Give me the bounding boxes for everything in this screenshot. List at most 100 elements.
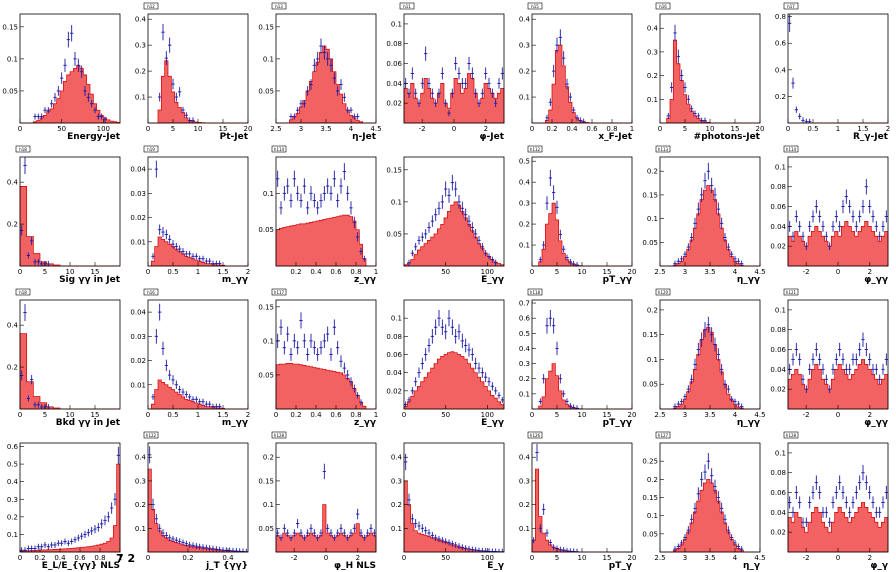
data-point xyxy=(430,328,434,344)
data-point xyxy=(578,117,582,123)
y-tick-label: 0.1 xyxy=(647,512,658,520)
data-point xyxy=(740,546,744,552)
y-tick-label: 0.04 xyxy=(130,166,146,174)
data-point xyxy=(801,231,805,241)
x-tick-label: 0 xyxy=(530,125,534,133)
data-point xyxy=(818,485,822,500)
x-tick-label: 2 xyxy=(868,554,872,562)
data-point xyxy=(804,118,808,123)
data-point xyxy=(53,541,57,548)
hist-fill xyxy=(660,39,760,124)
y-tick-label: 0.04 xyxy=(770,223,786,231)
y-tick-label: 0.06 xyxy=(386,60,402,68)
y-tick-label: 0.08 xyxy=(770,326,786,334)
x-tick-label: 100 xyxy=(481,411,494,419)
x-axis-label: η_γ xyxy=(743,561,760,571)
panel-tag: h114 xyxy=(274,147,285,152)
data-point xyxy=(500,548,504,553)
x-tick-label: 2 xyxy=(356,554,360,562)
data-point xyxy=(181,539,185,546)
data-point xyxy=(808,118,812,123)
data-point xyxy=(110,502,114,514)
hist-fill xyxy=(19,333,120,410)
data-point xyxy=(329,529,333,537)
data-point xyxy=(302,534,306,542)
data-point xyxy=(490,256,494,263)
data-point xyxy=(838,220,842,232)
data-point xyxy=(279,201,283,215)
y-tick-label: 0.2 xyxy=(647,306,658,314)
panel-tag-box xyxy=(399,2,415,10)
y-tick-label: 0.1 xyxy=(519,525,530,533)
data-point xyxy=(359,529,363,537)
data-point xyxy=(864,179,868,195)
data-point xyxy=(208,258,212,265)
x-tick-label: 2 xyxy=(868,268,872,276)
x-tick-label: 3 xyxy=(683,554,687,562)
x-tick-label: 4.5 xyxy=(370,125,381,133)
data-point xyxy=(238,548,242,552)
y-tick-label: 0.4 xyxy=(391,454,403,462)
data-point xyxy=(460,77,464,89)
data-point xyxy=(854,220,858,232)
x-tick-label: 2.5 xyxy=(654,411,665,419)
data-point xyxy=(224,547,228,552)
data-point xyxy=(874,506,878,518)
panel-tag: h114 xyxy=(786,147,797,152)
data-point xyxy=(690,105,694,113)
data-point xyxy=(33,401,37,408)
x-tick-label: 0 xyxy=(146,411,150,419)
data-point xyxy=(30,545,34,552)
y-tick-label: 0.1 xyxy=(7,531,18,539)
x-tick-label: 0 xyxy=(146,125,150,133)
y-tick-label: 0.15 xyxy=(642,191,658,199)
data-point xyxy=(454,181,458,197)
data-point xyxy=(427,529,431,537)
x-tick-label: 0.8 xyxy=(606,125,617,133)
data-point xyxy=(454,541,458,548)
panel-tag-box xyxy=(783,431,799,439)
x-axis-label: pT_γ xyxy=(609,561,632,571)
hist-fill xyxy=(532,363,632,410)
data-point xyxy=(90,99,94,108)
x-tick-label: 0.8 xyxy=(350,411,361,419)
y-tick-label: 0.3 xyxy=(391,477,402,485)
data-point xyxy=(329,58,333,72)
data-point xyxy=(676,401,680,408)
data-point xyxy=(690,374,694,384)
data-point xyxy=(538,256,542,263)
y-tick-label: 0.06 xyxy=(770,346,786,354)
data-point xyxy=(36,401,40,408)
x-tick-label: 2 xyxy=(868,411,872,419)
x-axis-label: Energy-Jet xyxy=(67,132,121,142)
x-tick-label: 0.4 xyxy=(310,411,322,419)
data-point xyxy=(884,353,888,366)
x-axis-label: pT_γγ xyxy=(603,418,632,428)
data-point xyxy=(710,468,714,484)
y-tick-label: 0.5 xyxy=(7,461,18,469)
hist-fill xyxy=(787,359,889,410)
data-point xyxy=(858,210,862,223)
x-tick-label: 100 xyxy=(97,125,110,133)
data-point xyxy=(871,210,875,223)
data-point xyxy=(70,25,74,42)
hist-panel-16: h16 0.01 0.02 0.03 0.04 0 0.5 1 1.5 2m_γγ xyxy=(130,288,250,428)
data-point xyxy=(484,250,488,257)
data-point xyxy=(356,392,360,399)
y-tick-label: 0.1 xyxy=(263,55,274,63)
y-tick-label: 0.03 xyxy=(130,333,146,341)
data-point xyxy=(171,78,175,90)
data-point xyxy=(279,319,283,336)
data-point xyxy=(40,543,44,550)
x-axis-label: z_γγ xyxy=(354,418,376,428)
x-tick-label: 3.5 xyxy=(320,125,331,133)
data-point xyxy=(83,530,87,539)
data-point xyxy=(302,333,306,348)
data-point xyxy=(437,535,441,543)
data-point xyxy=(844,189,848,204)
data-point xyxy=(349,107,353,114)
y-tick-label: 0.2 xyxy=(519,68,530,76)
y-tick-label: 0.05 xyxy=(642,381,658,389)
hist-panel-17: h117 0.05 0.1 0.15 0 0.2 0.4 0.6 0.8 1z_γγ xyxy=(258,288,378,428)
